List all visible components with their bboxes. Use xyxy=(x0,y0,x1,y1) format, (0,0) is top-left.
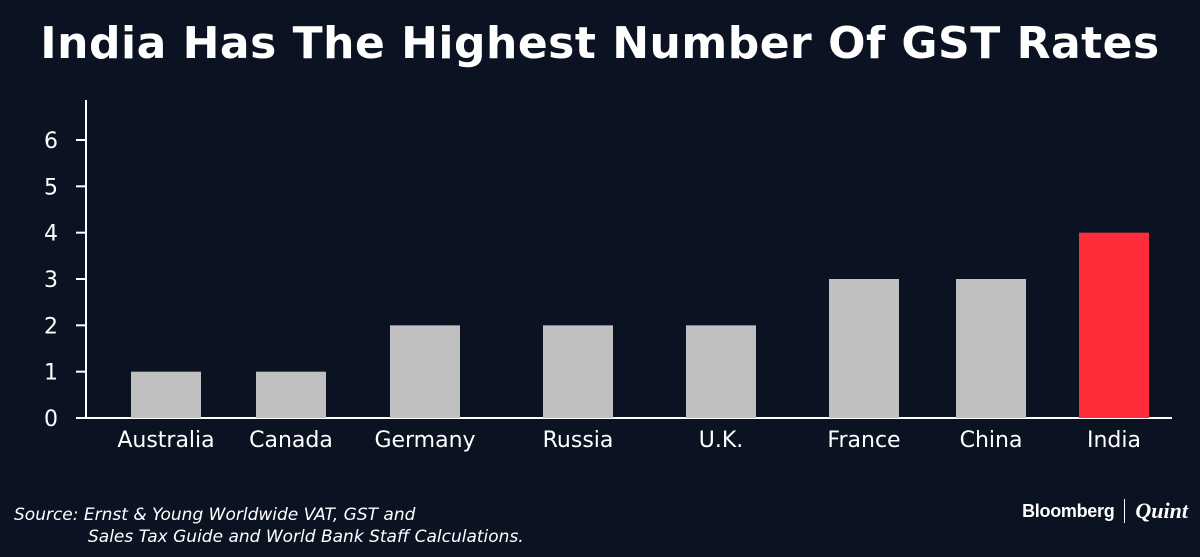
x-tick-label: U.K. xyxy=(699,428,744,453)
y-tick-label: 3 xyxy=(44,268,58,293)
bar-india xyxy=(1079,232,1149,418)
x-tick-label: France xyxy=(827,428,900,453)
x-tick-labels: Australia Canada Germany Russia U.K. France Ch… xyxy=(117,428,1141,453)
source-line-1: Source: Ernst & Young Worldwide VAT, GST… xyxy=(14,505,416,525)
y-tick-labels: 0 1 2 3 4 5 6 xyxy=(44,129,86,432)
y-tick-label: 4 xyxy=(44,222,58,247)
y-tick-label: 6 xyxy=(44,129,58,154)
x-tick-label: India xyxy=(1087,428,1141,453)
bars xyxy=(131,232,1149,418)
bar-germany xyxy=(390,325,460,418)
bar-russia xyxy=(543,325,613,418)
bar-china xyxy=(956,279,1026,418)
y-tick-label: 1 xyxy=(44,361,58,386)
bar-canada xyxy=(256,371,326,418)
x-tick-label: Germany xyxy=(374,428,475,453)
source-line-2: Sales Tax Guide and World Bank Staff Cal… xyxy=(88,527,524,547)
bar-uk xyxy=(686,325,756,418)
y-tick-label: 0 xyxy=(44,407,58,432)
x-tick-label: China xyxy=(960,428,1023,453)
source-note: Source: Ernst & Young Worldwide VAT, GST… xyxy=(14,504,524,548)
y-tick-label: 2 xyxy=(44,314,58,339)
x-tick-label: Russia xyxy=(543,428,614,453)
chart-title: India Has The Highest Number Of GST Rate… xyxy=(40,18,1160,69)
y-tick-label: 5 xyxy=(44,175,58,200)
x-tick-label: Australia xyxy=(117,428,214,453)
brand-divider xyxy=(1124,499,1126,523)
bar-france xyxy=(829,279,899,418)
brand-name-right: Quint xyxy=(1135,498,1188,523)
brand-name-left: Bloomberg xyxy=(1022,500,1115,521)
x-tick-label: Canada xyxy=(249,428,333,453)
brand-logo: Bloomberg Quint xyxy=(1022,498,1188,524)
bar-australia xyxy=(131,371,201,418)
